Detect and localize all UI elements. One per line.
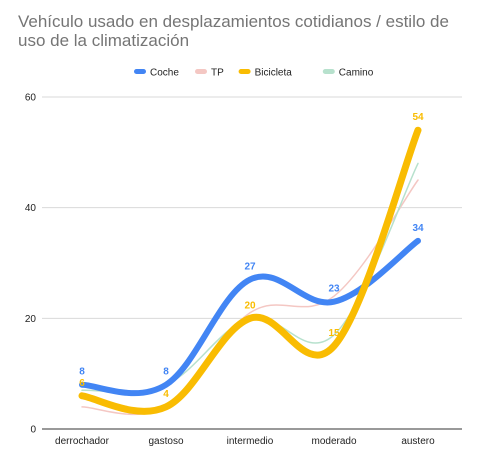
legend-swatch-camino <box>322 69 335 74</box>
data-label-bicicleta: 4 <box>163 389 169 400</box>
legend-swatch-bicicleta <box>238 69 251 74</box>
legend-label-camino: Camino <box>339 68 374 79</box>
chart-title: Vehículo usado en desplazamientos cotidi… <box>18 12 449 50</box>
series-line-tp <box>81 179 419 416</box>
legend-label-coche: Coche <box>150 68 179 79</box>
data-label-coche: 27 <box>244 262 256 273</box>
series-line-bicicleta <box>78 126 422 415</box>
y-tick-label: 40 <box>25 203 37 214</box>
legend-swatch-tp <box>195 69 207 74</box>
data-label-coche: 8 <box>163 367 169 378</box>
legend: Coche TP Bicicleta Camino <box>134 68 374 79</box>
x-tick-label: austero <box>401 436 435 447</box>
data-label-bicicleta: 6 <box>79 378 85 389</box>
data-label-coche: 34 <box>412 223 424 234</box>
data-label-coche: 8 <box>79 367 85 378</box>
legend-label-tp: TP <box>211 68 224 79</box>
x-tick-label: derrochador <box>55 436 110 447</box>
y-tick-label: 20 <box>25 314 37 325</box>
legend-label-bicicleta: Bicicleta <box>255 68 293 79</box>
series-lines <box>78 126 422 416</box>
y-tick-label: 60 <box>25 93 37 104</box>
x-tick-label: gastoso <box>148 436 183 447</box>
axis-labels: 0 20 40 60 derrochador gastoso intermedio moder… <box>25 93 435 448</box>
legend-swatch-coche <box>134 69 146 74</box>
x-tick-label: intermedio <box>227 436 274 447</box>
data-label-bicicleta: 54 <box>412 112 424 123</box>
data-label-bicicleta: 15 <box>328 328 340 339</box>
data-labels: 8 8 27 23 34 6 4 20 15 54 <box>79 112 424 400</box>
y-tick-label: 0 <box>30 425 36 436</box>
data-label-bicicleta: 20 <box>244 300 256 311</box>
x-tick-label: moderado <box>311 436 356 447</box>
data-label-coche: 23 <box>328 284 340 295</box>
